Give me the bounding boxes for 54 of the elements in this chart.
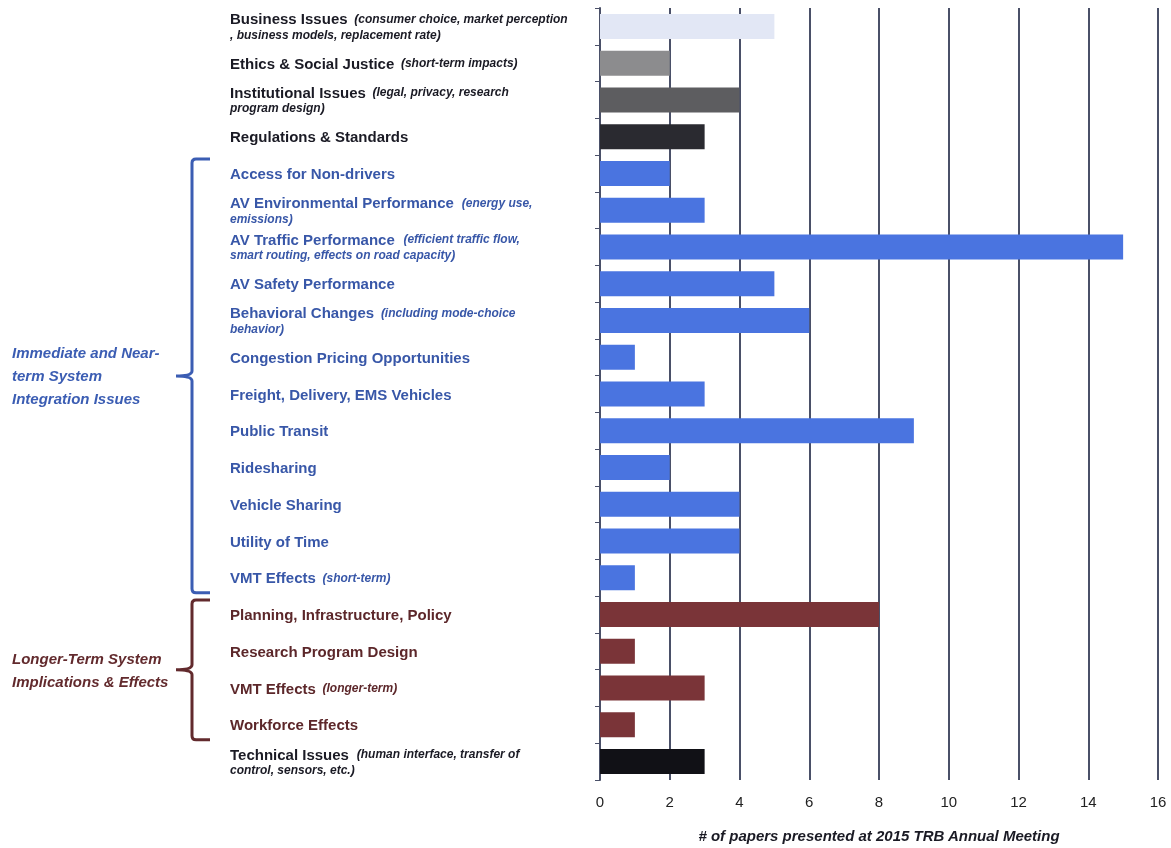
y-tick-label: Congestion Pricing Opportunities <box>230 348 470 366</box>
y-tick-label: VMT Effects (short-term) <box>230 569 391 587</box>
bar <box>600 124 705 150</box>
y-tick-label: Planning, Infrastructure, Policy <box>230 606 453 624</box>
bar <box>600 344 635 370</box>
y-tick-label: Freight, Delivery, EMS Vehicles <box>230 385 452 403</box>
x-tick-label: 10 <box>940 793 958 810</box>
text: Longer-Term System Implications & Effects <box>12 648 170 692</box>
category-label: Behavioral Changes (including mode-choice behavior) <box>230 304 516 336</box>
y-tick-label: AV Traffic Performance (efficient traffic flow, smart routing, effects on road capacity) <box>230 230 524 263</box>
category-label: Institutional Issues (legal, privacy, research program design) <box>230 83 509 116</box>
x-tick-label: 8 <box>874 793 884 810</box>
y-tick-label: Public Transit <box>230 422 329 440</box>
y-tick-label: AV Safety Performance <box>230 275 395 293</box>
x-axis-title: # of papers presented at 2015 TRB Annual Meeting <box>698 827 1060 844</box>
bar <box>600 381 705 407</box>
category-label: AV Environmental Performance (energy use, emissions) <box>230 194 533 226</box>
x-tick-label: 2 <box>665 793 674 810</box>
y-tick-label: Ridesharing <box>230 459 317 477</box>
y-tick-label: Workforce Effects <box>230 716 359 734</box>
y-tick-label: VMT Effects (longer-term) <box>230 679 398 697</box>
x-tick-label: 14 <box>1079 793 1097 810</box>
bar <box>600 50 670 76</box>
bar <box>600 307 810 333</box>
bar <box>600 87 740 113</box>
y-tick-label: Business Issues (consumer choice, market perception, business models, replacement rate) <box>229 10 568 42</box>
bar <box>600 638 635 664</box>
y-tick-label: Regulations & Standards <box>230 128 409 146</box>
y-tick-label: Utility of Time <box>230 532 329 550</box>
y-tick-label: Access for Non-drivers <box>230 164 396 182</box>
bar <box>600 749 705 775</box>
bar <box>600 418 914 444</box>
x-tick-label: 0 <box>595 793 605 810</box>
bar <box>600 197 705 223</box>
x-tick-label: 16 <box>1149 793 1167 810</box>
bar <box>600 160 670 186</box>
x-tick-label: 4 <box>735 793 744 810</box>
bar <box>600 675 705 701</box>
bar <box>600 565 635 591</box>
bar <box>600 271 775 297</box>
text: Immediate and Near-term System Integration Issues <box>12 343 161 410</box>
y-tick-label: Vehicle Sharing <box>230 495 342 513</box>
bar <box>600 602 879 628</box>
y-tick-label: Ethics & Social Justice (short-term impacts) <box>230 54 518 72</box>
bar <box>600 234 1124 260</box>
y-tick-label: Research Program Design <box>230 642 418 660</box>
bar <box>600 491 740 517</box>
y-tick-label: Technical Issues (human interface, transfer of control, sensors, etc.) <box>230 745 523 778</box>
bar <box>600 455 670 481</box>
bar <box>600 13 775 39</box>
bar <box>600 712 635 738</box>
x-tick-label: 6 <box>805 793 814 810</box>
x-tick-label: 12 <box>1010 793 1027 810</box>
bar <box>600 528 740 554</box>
